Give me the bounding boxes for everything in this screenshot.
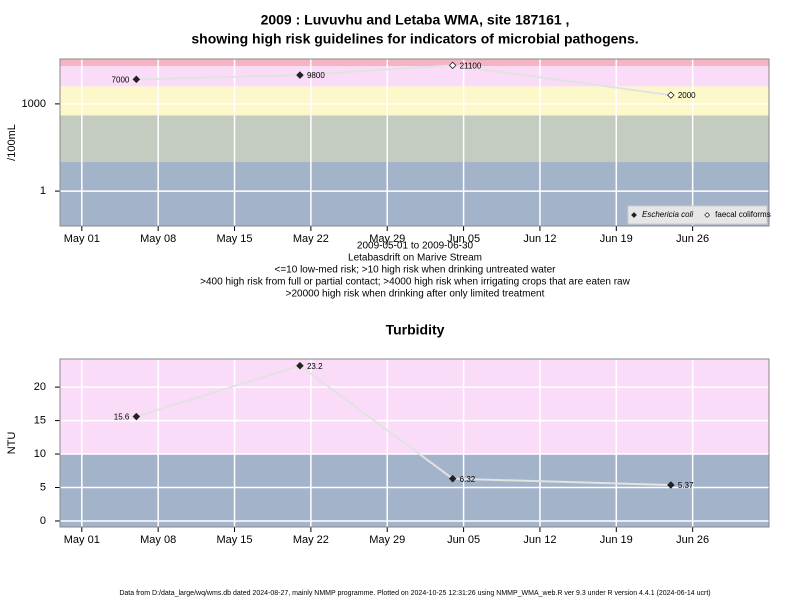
legend-box	[627, 205, 768, 225]
x-tick-label: Jun 26	[676, 534, 709, 546]
data-label: 5.37	[678, 481, 694, 490]
plot-frame	[59, 358, 770, 528]
legend-label: Eschericia coli	[642, 210, 693, 219]
x-tick-label: May 22	[293, 233, 329, 245]
data-point	[448, 474, 457, 483]
x-tick-label: Jun 05	[447, 534, 480, 546]
note: >400 high risk from full or partial cont…	[200, 277, 630, 288]
risk-band	[60, 115, 769, 163]
series-line	[452, 477, 671, 487]
y-tick-label: 5	[40, 481, 46, 493]
legend-label: faecal coliforms	[715, 210, 771, 219]
risk-band	[60, 66, 769, 87]
series-line	[452, 64, 671, 97]
data-point	[132, 412, 141, 421]
x-tick-label: May 01	[64, 233, 100, 245]
y-tick-label: 15	[34, 414, 46, 426]
series-line	[136, 364, 301, 418]
x-tick-label: Jun 26	[676, 233, 709, 245]
footer: Data from D:/data_large/wq/wms.db dated …	[119, 590, 710, 597]
legend-marker	[704, 212, 711, 218]
x-tick-label: May 08	[140, 534, 176, 546]
data-label: 9800	[307, 71, 325, 80]
data-point	[667, 91, 675, 99]
data-point	[132, 75, 141, 84]
plot-frame	[59, 58, 770, 227]
series-line	[299, 364, 454, 480]
x-tick-label: May 15	[216, 534, 252, 546]
note: >20000 high risk when drinking after onl…	[286, 289, 545, 300]
y-axis-label: NTU	[6, 432, 18, 455]
risk-band	[60, 454, 769, 527]
chart-title: Turbidity	[386, 322, 445, 338]
y-tick-label: 0	[40, 515, 46, 527]
y-tick-label: 1000	[22, 98, 46, 110]
data-label: 21100	[460, 61, 482, 70]
x-tick-label: Jun 12	[523, 233, 556, 245]
risk-band	[60, 59, 769, 67]
data-point	[667, 481, 675, 489]
x-tick-label: May 29	[369, 233, 405, 245]
risk-band	[60, 359, 769, 455]
risk-band	[60, 86, 769, 116]
x-tick-label: May 08	[140, 233, 176, 245]
data-label: 23.2	[307, 362, 323, 371]
x-tick-label: May 01	[64, 534, 100, 546]
x-tick-label: May 29	[369, 534, 405, 546]
y-tick-label: 20	[34, 381, 46, 393]
y-axis-label: /100mL	[6, 124, 18, 161]
series-line	[136, 74, 300, 81]
data-label: 7000	[112, 75, 130, 84]
chart-subtitle: showing high risk guidelines for indicat…	[191, 31, 638, 47]
x-tick-label: Jun 12	[523, 534, 556, 546]
data-point	[296, 71, 304, 79]
x-tick-label: Jun 19	[600, 534, 633, 546]
note: 2009-05-01 to 2009-06-30	[357, 241, 474, 252]
x-tick-label: Jun 19	[600, 233, 633, 245]
y-tick-label: 10	[34, 448, 46, 460]
legend-marker	[631, 212, 637, 218]
data-point	[296, 361, 304, 370]
note: Letabasdrift on Marive Stream	[348, 253, 482, 264]
data-point	[448, 61, 457, 70]
data-label: 2000	[678, 91, 696, 100]
data-label: 6.32	[460, 475, 476, 484]
chart-title: 2009 : Luvuvhu and Letaba WMA, site 1871…	[261, 12, 570, 28]
data-label: 15.6	[114, 413, 130, 422]
x-tick-label: May 15	[216, 233, 252, 245]
x-tick-label: May 22	[293, 534, 329, 546]
x-tick-label: Jun 05	[447, 233, 480, 245]
note: <=10 low-med risk; >10 high risk when dr…	[275, 265, 557, 276]
y-tick-label: 1	[40, 185, 46, 197]
series-line	[299, 64, 453, 77]
